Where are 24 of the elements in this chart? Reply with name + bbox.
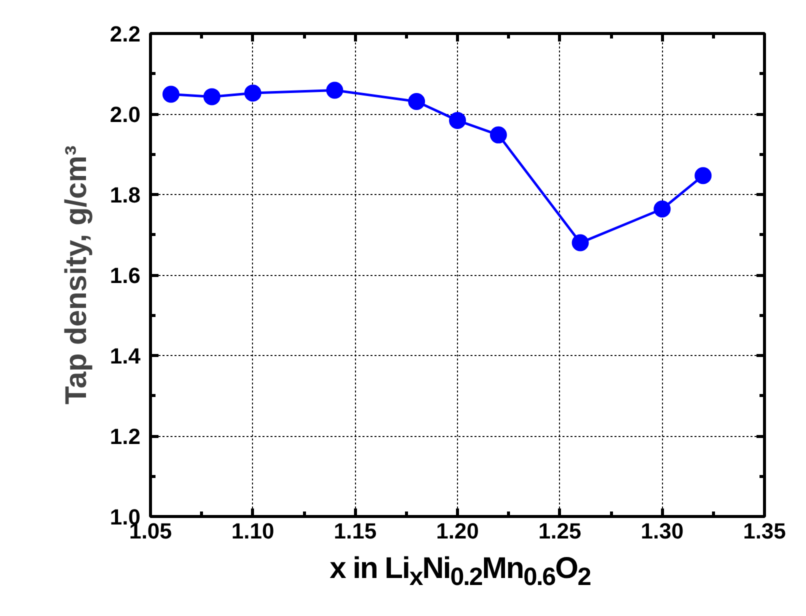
x-tick-label: 1.10	[231, 518, 274, 544]
x-tick-label: 1.25	[538, 518, 582, 544]
x-tick-label: 1.30	[640, 518, 684, 544]
point	[408, 93, 426, 110]
point	[654, 200, 671, 218]
x-axis-title: x in Li$_{x}$Ni$_{0.2}$Mn$_{0.6}$O$_{2}$	[328, 552, 592, 591]
y-tick-label: 1.4	[110, 344, 142, 368]
point	[572, 234, 589, 252]
y-tick-label: 2.0	[110, 102, 141, 127]
y-tick-label: 2.2	[110, 22, 141, 46]
y-tick-label: 1.6	[110, 263, 141, 288]
x-tick-label: 1.15	[334, 518, 377, 544]
point	[694, 167, 712, 184]
y-tick-label: 1.8	[110, 182, 141, 208]
y-axis-title: Tap density, g/cm³	[60, 146, 93, 404]
x-tick-label: 1.35	[743, 518, 786, 544]
point	[244, 84, 262, 102]
point	[490, 126, 507, 144]
point	[162, 86, 180, 103]
point	[449, 112, 466, 129]
y-tick-label: 1.2	[110, 424, 141, 449]
x-tick-label: 1.20	[436, 518, 479, 544]
point	[203, 88, 220, 106]
point	[326, 82, 344, 99]
